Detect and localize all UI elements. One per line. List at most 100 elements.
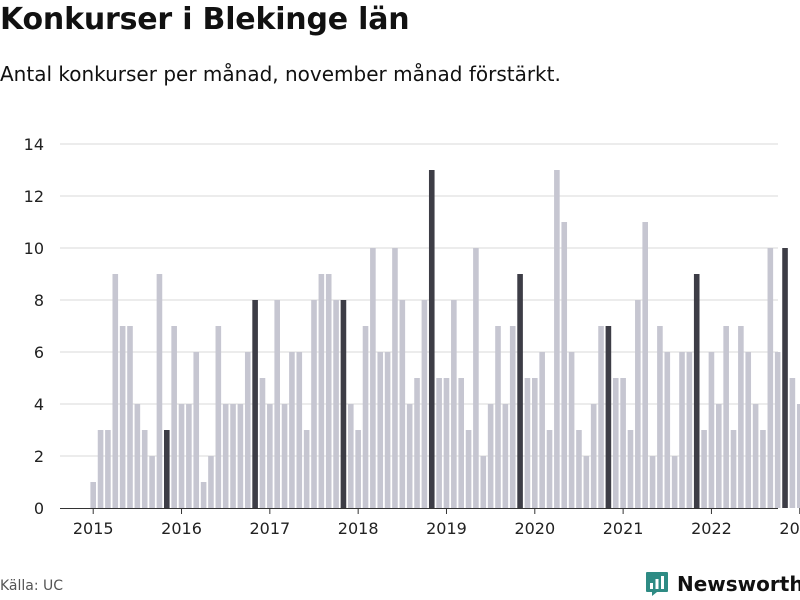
- x-tick-label: 2020: [514, 519, 555, 538]
- bar: [730, 430, 737, 508]
- bar: [399, 300, 406, 508]
- x-tick-label: 2016: [161, 519, 202, 538]
- y-tick-label: 12: [24, 187, 44, 206]
- bar: [657, 326, 663, 508]
- bar: [311, 300, 317, 508]
- bar: [134, 404, 141, 508]
- bar: [524, 378, 531, 508]
- x-tick-label: 2022: [691, 519, 732, 538]
- bar: [796, 404, 800, 508]
- bar: [303, 430, 310, 508]
- x-axis: 2015 2016 2017 2018 2019 2020 2021 2022 2023: [60, 508, 800, 538]
- y-axis: 0 2 4 6 8 10 12 14: [24, 135, 44, 518]
- bar: [333, 300, 339, 508]
- bar: [539, 352, 545, 508]
- bar: [642, 222, 648, 508]
- bar: [289, 352, 295, 508]
- bar: [517, 274, 523, 508]
- x-tick-label: 2021: [603, 519, 644, 538]
- bar: [112, 274, 119, 508]
- chart-title: Konkurser i Blekinge län: [0, 2, 410, 37]
- bar: [554, 170, 560, 508]
- bar: [222, 404, 229, 508]
- bar: [561, 222, 568, 508]
- bar: [244, 352, 251, 508]
- y-tick-label: 14: [24, 135, 44, 154]
- y-tick-label: 2: [34, 447, 44, 466]
- bar: [767, 248, 774, 508]
- newsworthy-logo-text: Newsworthy: [677, 572, 800, 596]
- bar: [546, 430, 553, 508]
- bar: [414, 378, 420, 508]
- y-tick-label: 4: [34, 395, 44, 414]
- bar: [480, 456, 487, 508]
- bar: [421, 300, 428, 508]
- newsworthy-logo-icon: [646, 572, 668, 596]
- bar: [576, 430, 582, 508]
- bar: [568, 352, 575, 508]
- bar: [701, 430, 707, 508]
- bar: [495, 326, 501, 508]
- bar: [583, 456, 590, 508]
- bar: [164, 430, 170, 508]
- bar: [318, 274, 325, 508]
- x-tick-label: 2015: [73, 519, 114, 538]
- bar: [230, 404, 236, 508]
- bar: [627, 430, 634, 508]
- bar: [760, 430, 766, 508]
- x-tick-label: 2017: [249, 519, 290, 538]
- bar: [90, 482, 96, 508]
- bar: [782, 248, 788, 508]
- bar: [149, 456, 155, 508]
- bar: [774, 352, 781, 508]
- bar: [281, 404, 288, 508]
- x-tick-label: 2023: [779, 519, 800, 538]
- bar: [612, 378, 619, 508]
- bar: [428, 170, 435, 508]
- bar: [186, 404, 192, 508]
- bar: [693, 274, 700, 508]
- bar: [436, 378, 442, 508]
- bar: [355, 430, 361, 508]
- y-tick-label: 6: [34, 343, 44, 362]
- y-tick-label: 8: [34, 291, 44, 310]
- bar: [171, 326, 177, 508]
- bar: [296, 352, 303, 508]
- x-tick-label: 2019: [426, 519, 467, 538]
- bar: [193, 352, 200, 508]
- bar: [215, 326, 222, 508]
- bar: [679, 352, 685, 508]
- bar: [473, 248, 479, 508]
- bar: [671, 456, 678, 508]
- bar: [598, 326, 604, 508]
- y-tick-label: 10: [24, 239, 44, 258]
- bar: [620, 378, 626, 508]
- bar: [649, 456, 656, 508]
- bar: [97, 430, 104, 508]
- bar: [745, 352, 752, 508]
- newsworthy-logo[interactable]: Newsworthy: [645, 569, 800, 599]
- bar: [406, 404, 413, 508]
- bar: [127, 326, 133, 508]
- bar: [208, 456, 214, 508]
- bar: [443, 378, 450, 508]
- bar: [259, 378, 266, 508]
- bar: [384, 352, 391, 508]
- bar: [340, 300, 347, 508]
- bar: [274, 300, 280, 508]
- source-note: Källa: UC: [0, 578, 64, 594]
- bar: [487, 404, 494, 508]
- bar: [458, 378, 464, 508]
- chart-subtitle: Antal konkurser per månad, november måna…: [0, 62, 561, 86]
- bar: [664, 352, 671, 508]
- bar: [605, 326, 612, 508]
- bar: [635, 300, 641, 508]
- bar: [237, 404, 244, 508]
- bar: [716, 404, 722, 508]
- bar: [267, 404, 273, 508]
- bar: [509, 326, 516, 508]
- bar: [362, 326, 369, 508]
- bar: [252, 300, 258, 508]
- bar: [392, 248, 398, 508]
